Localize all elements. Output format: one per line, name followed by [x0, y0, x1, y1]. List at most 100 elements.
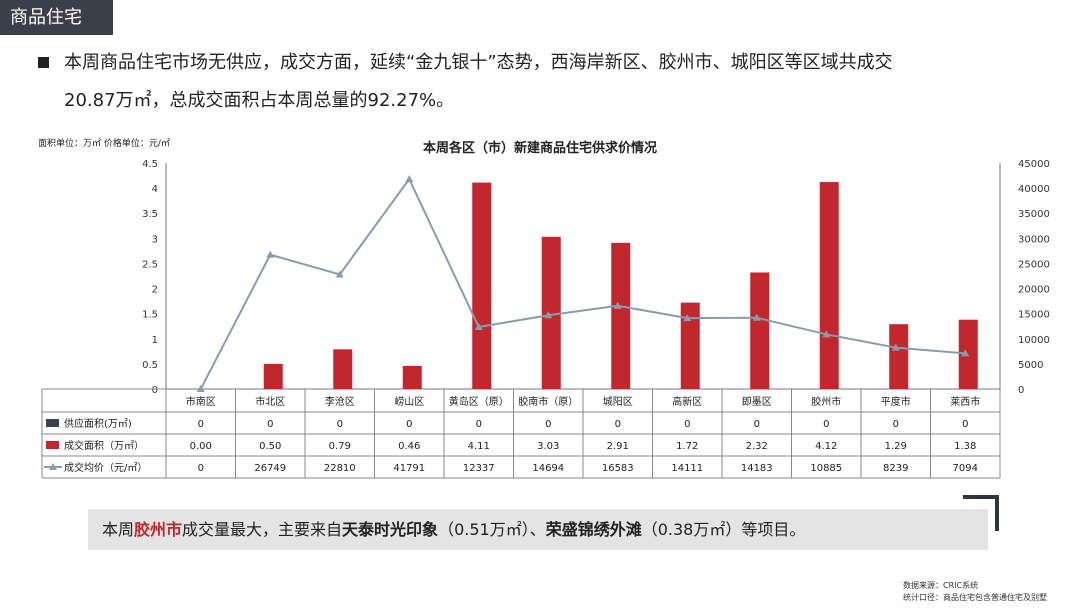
summary-mid-3: （0.38万㎡）等项目。 — [641, 520, 806, 539]
left-axis-tick: 2 — [152, 285, 158, 296]
table-cell-value: 0.46 — [398, 441, 420, 452]
summary-mid-1: 成交量最大，主要来自 — [182, 520, 343, 539]
deal-area-bar — [889, 324, 909, 389]
table-cell-value: 0 — [754, 419, 760, 430]
category-label: 李沧区 — [325, 395, 355, 408]
table-cell-value: 14183 — [741, 463, 773, 474]
right-axis-tick: 5000 — [1018, 360, 1043, 371]
table-cell-value: 0.50 — [259, 441, 281, 452]
category-label: 即墨区 — [742, 396, 772, 408]
units-note: 面积单位：万㎡ 价格单位：元/㎡ — [38, 137, 170, 149]
table-cell-value: 0.79 — [329, 441, 351, 452]
deal-area-bar — [611, 242, 631, 389]
table-cell-value: 0 — [893, 419, 899, 430]
table-cell-value: 7094 — [953, 463, 978, 474]
left-axis-tick: 1 — [152, 335, 158, 346]
left-axis-tick: 1.5 — [142, 310, 158, 321]
right-axis-tick: 25000 — [1018, 259, 1050, 270]
summary-mid-2: （0.51万㎡）、 — [438, 520, 546, 539]
right-axis-tick: 35000 — [1018, 209, 1050, 220]
summary-highlight-city: 胶州市 — [134, 520, 183, 539]
summary-box: 本周胶州市成交量最大，主要来自天泰时光印象（0.51万㎡）、荣盛锦绣外滩（0.3… — [88, 509, 988, 550]
section-tag: 商品住宅 — [0, 0, 113, 35]
price-point-marker — [961, 349, 970, 357]
legend-deal-swatch — [46, 441, 59, 449]
right-axis-tick: 20000 — [1018, 285, 1050, 296]
price-point-marker — [335, 270, 344, 278]
corner-bracket-decoration — [963, 495, 999, 531]
table-cell-value: 0 — [267, 419, 273, 430]
table-cell-value: 0 — [337, 419, 343, 430]
left-axis-tick: 0 — [152, 385, 158, 396]
chart-title: 本周各区（市）新建商品住宅供求价情况 — [423, 140, 657, 156]
deal-area-bar — [958, 319, 978, 389]
category-label: 胶州市 — [811, 395, 841, 408]
price-point-marker — [266, 250, 275, 258]
left-axis-tick: 4.5 — [142, 159, 158, 170]
category-label: 黄岛区（原） — [449, 395, 509, 408]
table-cell-value: 10885 — [810, 463, 842, 474]
category-label: 胶南市（原） — [518, 395, 578, 408]
category-label: 城阳区 — [603, 396, 633, 408]
deal-area-bar — [402, 365, 422, 389]
summary-project-2: 荣盛锦绣外滩 — [545, 520, 642, 539]
legend-supply-swatch — [46, 419, 59, 427]
table-cell-value: 0 — [476, 419, 482, 430]
table-cell-value: 41791 — [393, 463, 425, 474]
price-point-marker — [405, 175, 414, 183]
price-point-marker — [544, 311, 553, 319]
legend-label: 成交均价（元/㎡） — [64, 461, 147, 474]
table-cell-value: 0 — [962, 419, 968, 430]
table-cell-value: 0 — [198, 419, 204, 430]
category-label: 平度市 — [881, 395, 911, 408]
right-axis-tick: 0 — [1018, 385, 1024, 396]
bullet-square-icon — [38, 57, 49, 68]
bullet-line-1: 本周商品住宅市场无供应，成交方面，延续“金九银十”态势，西海岸新区、胶州市、城阳… — [64, 52, 893, 73]
deal-area-bar — [541, 236, 561, 389]
table-cell-value: 14111 — [671, 463, 703, 474]
footer-source: 数据来源：CRIC系统 — [903, 581, 979, 590]
bullet-line-2: 20.87万㎡，总成交面积占本周总量的92.27%。 — [64, 90, 455, 111]
left-axis-tick: 4 — [152, 184, 158, 195]
table-cell-value: 0 — [198, 463, 204, 474]
table-cell-value: 0 — [406, 419, 412, 430]
left-axis-tick: 3.5 — [142, 209, 158, 220]
price-point-marker — [613, 301, 622, 309]
summary-project-1: 天泰时光印象 — [342, 520, 439, 539]
deal-area-bar — [472, 182, 492, 389]
table-cell-value: 4.12 — [815, 441, 837, 452]
right-axis-tick: 40000 — [1018, 184, 1050, 195]
left-axis-tick: 2.5 — [142, 259, 158, 270]
category-label: 市南区 — [186, 395, 216, 408]
category-label: 市北区 — [255, 395, 285, 408]
table-cell-value: 3.03 — [537, 441, 559, 452]
price-point-marker — [196, 385, 205, 392]
table-cell-value: 8239 — [883, 463, 908, 474]
table-cell-value: 0.00 — [190, 441, 212, 452]
table-cell-value: 0 — [823, 419, 829, 430]
table-cell-value: 12337 — [463, 463, 495, 474]
table-cell-value: 1.38 — [954, 441, 976, 452]
table-cell-value: 2.91 — [607, 441, 629, 452]
price-point-marker — [683, 314, 692, 322]
price-point-marker — [891, 343, 900, 351]
table-cell-value: 0 — [684, 419, 690, 430]
right-axis-tick: 45000 — [1018, 159, 1050, 170]
price-point-marker — [822, 330, 831, 338]
table-cell-value: 4.11 — [468, 441, 490, 452]
legend-price-marker — [49, 463, 57, 470]
table-cell-value: 1.72 — [676, 441, 698, 452]
left-axis-tick: 3 — [152, 234, 158, 245]
deal-area-bar — [680, 302, 700, 389]
category-label: 高新区 — [672, 395, 702, 408]
table-cell-value: 1.29 — [885, 441, 907, 452]
table-cell-value: 26749 — [254, 463, 286, 474]
table-cell-value: 0 — [615, 419, 621, 430]
deal-area-bar — [819, 182, 839, 389]
left-axis-tick: 0.5 — [142, 360, 158, 371]
category-label: 莱西市 — [950, 395, 980, 408]
deal-area-bar — [333, 349, 353, 389]
legend-label: 成交面积（万㎡） — [64, 439, 144, 452]
table-cell-value: 0 — [545, 419, 551, 430]
